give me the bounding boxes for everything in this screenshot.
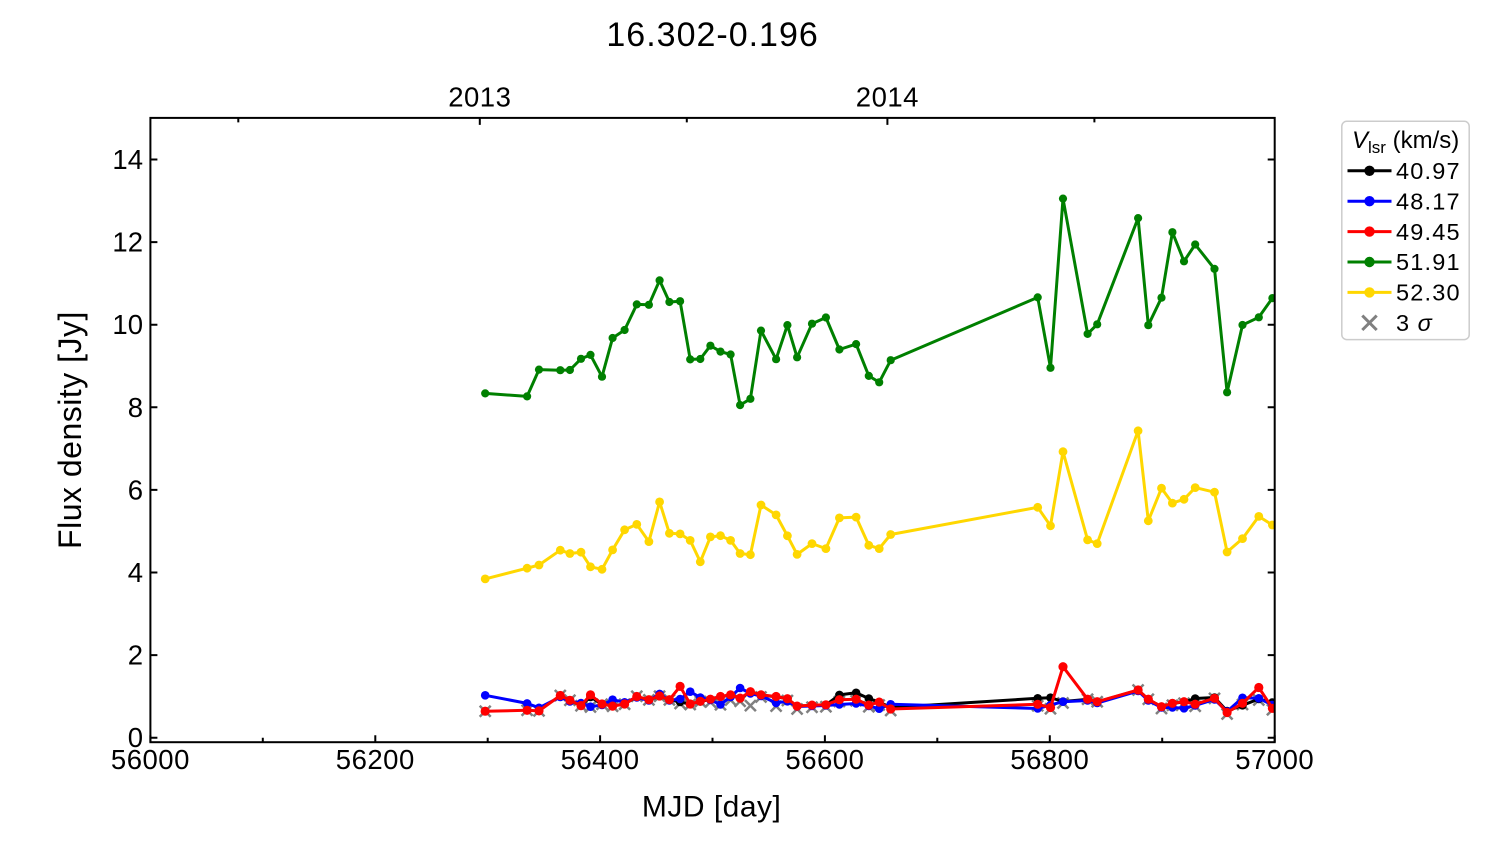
svg-text:2: 2 xyxy=(128,640,143,671)
svg-text:2014: 2014 xyxy=(856,82,919,113)
svg-text:8: 8 xyxy=(128,392,143,423)
svg-text:48.17: 48.17 xyxy=(1396,188,1461,214)
svg-text:52.30: 52.30 xyxy=(1396,280,1461,306)
svg-text:56800: 56800 xyxy=(1010,744,1089,775)
svg-text:56200: 56200 xyxy=(336,744,415,775)
svg-text:2013: 2013 xyxy=(448,82,511,113)
svg-text:56600: 56600 xyxy=(785,744,864,775)
svg-text:Flux density [Jy]: Flux density [Jy] xyxy=(52,311,88,549)
svg-text:Vlsr (km/s): Vlsr (km/s) xyxy=(1352,127,1459,157)
svg-text:6: 6 xyxy=(128,474,143,505)
svg-text:10: 10 xyxy=(112,309,143,340)
svg-text:56000: 56000 xyxy=(111,744,190,775)
svg-text:3 σ: 3 σ xyxy=(1396,310,1433,336)
svg-text:16.302-0.196: 16.302-0.196 xyxy=(606,16,818,54)
svg-text:56400: 56400 xyxy=(561,744,640,775)
svg-text:49.45: 49.45 xyxy=(1396,219,1461,245)
svg-text:51.91: 51.91 xyxy=(1396,249,1461,275)
svg-text:12: 12 xyxy=(112,227,143,258)
svg-text:0: 0 xyxy=(128,722,143,753)
svg-text:4: 4 xyxy=(128,557,143,588)
svg-text:MJD [day]: MJD [day] xyxy=(642,791,782,824)
svg-text:57000: 57000 xyxy=(1235,744,1314,775)
svg-text:14: 14 xyxy=(112,144,143,175)
svg-text:40.97: 40.97 xyxy=(1396,158,1461,184)
